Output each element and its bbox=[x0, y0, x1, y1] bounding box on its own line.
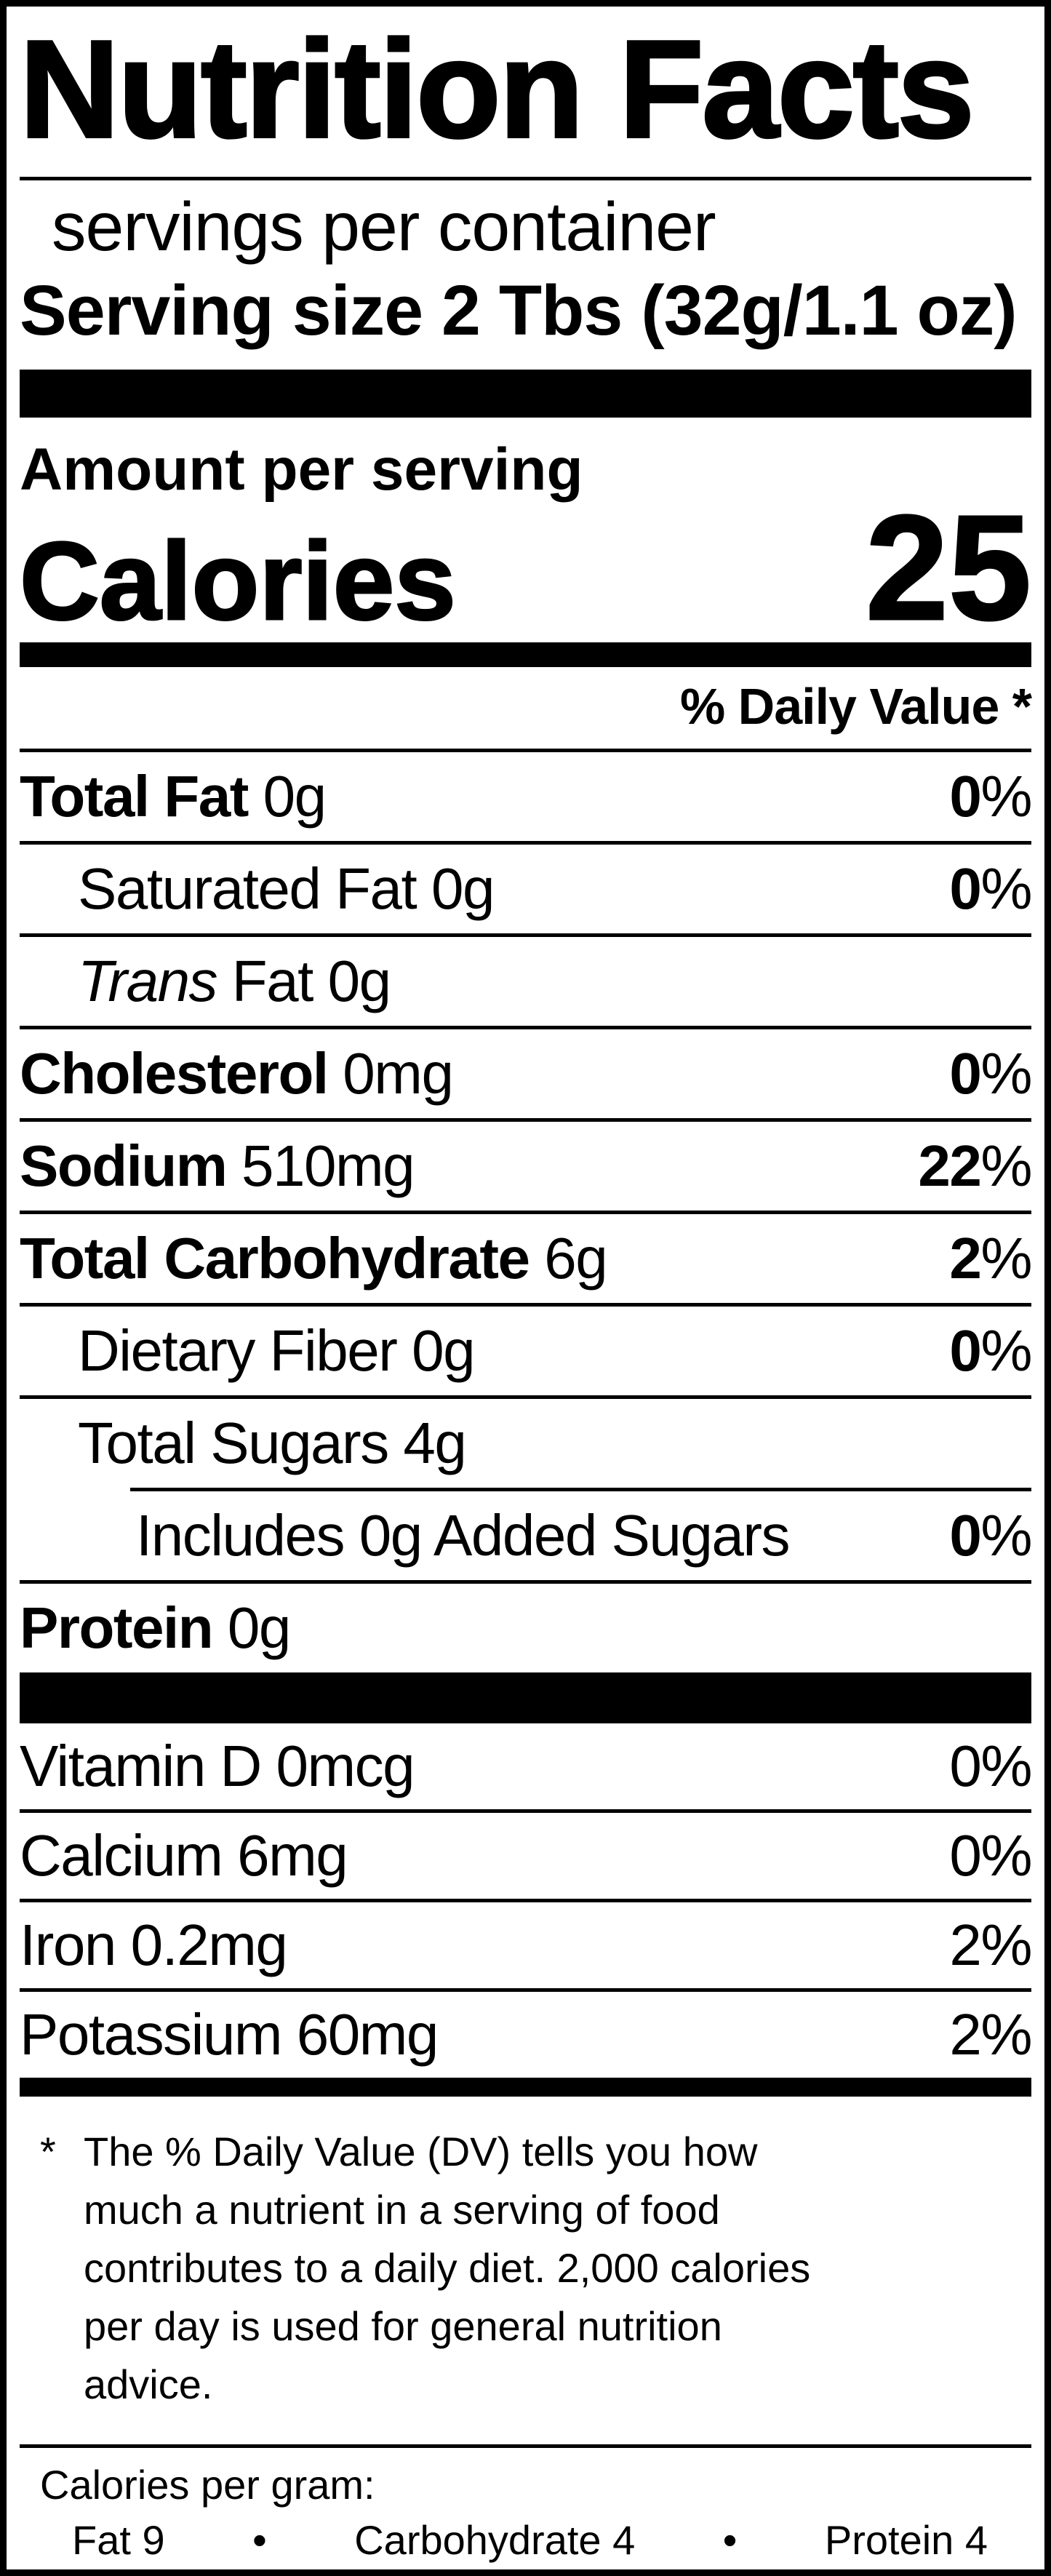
divider bbox=[20, 1118, 1031, 1122]
thick-bar bbox=[20, 1672, 1031, 1723]
daily-value: 0% bbox=[949, 764, 1032, 829]
nutrient-name: Saturated Fat 0g bbox=[78, 856, 495, 921]
daily-value: 0% bbox=[949, 1734, 1032, 1798]
serving-size: Serving size 2 Tbs (32g/1.1 oz) bbox=[20, 271, 1018, 350]
nutrient-row-saturated-fat: Saturated Fat 0g 0% bbox=[20, 845, 1032, 933]
nutrient-name: Cholesterol 0mg bbox=[20, 1041, 454, 1106]
calories-row: Calories 25 bbox=[19, 485, 1033, 651]
cpg-fat: Fat 9 bbox=[72, 2517, 165, 2563]
daily-value-footnote: * The % Daily Value (DV) tells you how m… bbox=[20, 2123, 1031, 2414]
daily-value: 22% bbox=[918, 1133, 1032, 1198]
calories-per-gram-values: Fat 9 • Carbohydrate 4 • Protein 4 bbox=[20, 2513, 1031, 2567]
divider bbox=[20, 1580, 1031, 1584]
nutrient-row-cholesterol: Cholesterol 0mg 0% bbox=[20, 1029, 1032, 1118]
nutrient-row-sodium: Sodium 510mg 22% bbox=[20, 1122, 1032, 1211]
nutrient-name: Dietary Fiber 0g bbox=[78, 1318, 476, 1383]
divider bbox=[20, 749, 1031, 752]
amount-per-serving: Amount per serving bbox=[20, 436, 583, 503]
divider bbox=[20, 1395, 1031, 1399]
divider bbox=[20, 1809, 1031, 1813]
nutrient-name: Sodium 510mg bbox=[20, 1133, 415, 1198]
nutrient-name: Total Fat 0g bbox=[20, 764, 327, 829]
daily-value: 0% bbox=[949, 856, 1032, 921]
thick-bar bbox=[20, 642, 1031, 667]
vitamin-row-calcium: Calcium 6mg 0% bbox=[20, 1813, 1032, 1899]
vitamin-row-potassium: Potassium 60mg 2% bbox=[20, 1992, 1032, 2078]
nutrient-name: Protein 0g bbox=[20, 1595, 291, 1660]
vitamin-name: Calcium 6mg bbox=[20, 1823, 348, 1888]
nutrient-row-dietary-fiber: Dietary Fiber 0g 0% bbox=[20, 1307, 1032, 1395]
nutrient-row-protein: Protein 0g bbox=[20, 1584, 1031, 1672]
nutrient-name: Includes 0g Added Sugars bbox=[136, 1503, 791, 1568]
divider bbox=[20, 1303, 1031, 1307]
divider bbox=[20, 1211, 1031, 1214]
divider-indented bbox=[130, 1488, 1031, 1491]
servings-per-container: servings per container bbox=[52, 188, 716, 266]
vitamin-row-vitamin-d: Vitamin D 0mcg 0% bbox=[20, 1723, 1032, 1809]
divider bbox=[20, 2444, 1031, 2448]
daily-value: 2% bbox=[949, 2002, 1032, 2067]
daily-value: 2% bbox=[949, 1913, 1032, 1977]
bullet-icon: • bbox=[722, 2517, 738, 2563]
nutrient-name: Trans Fat 0g bbox=[78, 949, 391, 1013]
divider bbox=[20, 177, 1031, 180]
vitamin-name: Iron 0.2mg bbox=[20, 1913, 288, 1977]
vitamin-name: Vitamin D 0mcg bbox=[20, 1734, 415, 1798]
daily-value: 2% bbox=[949, 1226, 1032, 1291]
vitamin-row-iron: Iron 0.2mg 2% bbox=[20, 1902, 1032, 1988]
calories-label: Calories bbox=[19, 519, 457, 643]
divider bbox=[20, 1899, 1031, 1902]
vitamin-name: Potassium 60mg bbox=[20, 2002, 439, 2067]
nutrient-row-trans-fat: Trans Fat 0g bbox=[20, 937, 1031, 1026]
daily-value: 0% bbox=[949, 1503, 1032, 1568]
bullet-icon: • bbox=[252, 2517, 267, 2563]
daily-value: 0% bbox=[949, 1318, 1032, 1383]
thick-bar bbox=[20, 370, 1031, 418]
divider bbox=[20, 1988, 1031, 1992]
nutrient-row-total-fat: Total Fat 0g 0% bbox=[20, 752, 1032, 841]
daily-value: 0% bbox=[949, 1823, 1032, 1888]
label-title: Nutrition Facts bbox=[18, 12, 976, 167]
calories-value: 25 bbox=[864, 485, 1032, 651]
cpg-protein: Protein 4 bbox=[824, 2517, 988, 2563]
daily-value: 0% bbox=[949, 1041, 1032, 1106]
footnote-asterisk: * bbox=[40, 2129, 56, 2174]
divider bbox=[20, 841, 1031, 845]
calories-per-gram-label: Calories per gram: bbox=[40, 2462, 375, 2508]
cpg-carbohydrate: Carbohydrate 4 bbox=[354, 2517, 636, 2563]
nutrient-row-total-sugars: Total Sugars 4g bbox=[20, 1399, 1031, 1488]
nutrient-name: Total Carbohydrate 6g bbox=[20, 1226, 608, 1291]
nutrient-name: Total Sugars 4g bbox=[78, 1411, 467, 1475]
divider bbox=[20, 1026, 1031, 1029]
nutrient-row-total-carbohydrate: Total Carbohydrate 6g 2% bbox=[20, 1214, 1032, 1303]
nutrient-row-added-sugars: Includes 0g Added Sugars 0% bbox=[20, 1491, 1032, 1580]
thick-bar bbox=[20, 2078, 1031, 2097]
daily-value-header: % Daily Value * bbox=[679, 678, 1032, 735]
footnote-text: The % Daily Value (DV) tells you how muc… bbox=[84, 2129, 811, 2407]
divider bbox=[20, 933, 1031, 937]
